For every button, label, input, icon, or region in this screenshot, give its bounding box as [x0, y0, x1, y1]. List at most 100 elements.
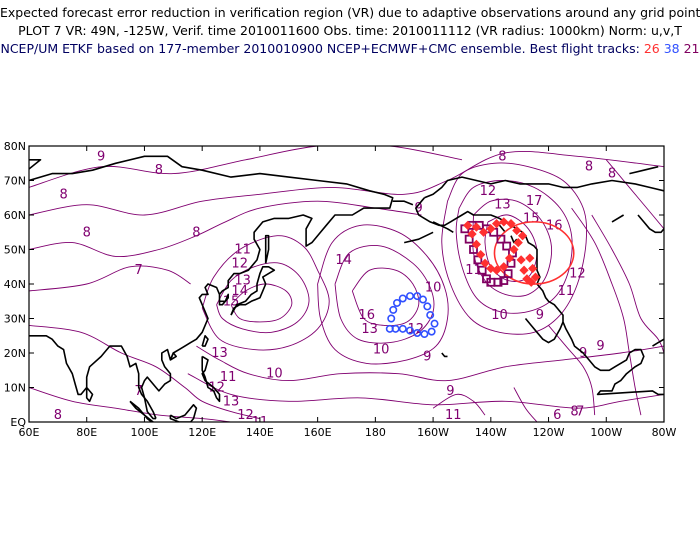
coastline — [169, 404, 198, 422]
track-point-red — [530, 272, 541, 282]
contour-label: 8 — [498, 149, 506, 164]
contour-line — [513, 387, 538, 422]
track-point-red — [476, 250, 486, 260]
contour-line — [548, 325, 596, 416]
x-tick-label: 120E — [188, 426, 216, 439]
track-point-blue — [393, 298, 402, 307]
track-point-blue — [430, 319, 439, 328]
y-tick-label: 40N — [4, 278, 26, 291]
track-point-blue — [413, 328, 422, 337]
y-tick-label: 60N — [4, 209, 26, 222]
contour-line — [201, 235, 330, 351]
track-point-red — [467, 229, 477, 239]
track-point-purple — [477, 265, 487, 275]
x-tick-label: 180 — [365, 426, 386, 439]
contour-label: 10 — [373, 343, 390, 358]
coastline — [498, 224, 506, 233]
contour-label: 13 — [223, 394, 240, 409]
track-point-blue — [405, 326, 414, 335]
y-tick-label: 20N — [4, 347, 26, 360]
coastline — [29, 335, 157, 419]
contour-label: 13 — [494, 198, 511, 213]
x-tick-label: 120W — [533, 426, 565, 439]
coastline — [415, 197, 664, 396]
coastline — [611, 214, 625, 223]
contour-label: 8 — [54, 408, 62, 423]
contour-line — [29, 387, 232, 422]
track-point-blue — [391, 324, 400, 333]
y-tick-label: EQ — [10, 416, 26, 429]
track-point-blue — [398, 294, 407, 303]
track-point-red — [504, 253, 515, 263]
contour-line — [29, 146, 463, 188]
contour-label: 15 — [523, 211, 540, 226]
track-point-purple — [493, 277, 503, 287]
coastline — [392, 200, 414, 206]
coastline — [404, 231, 434, 244]
contour-line — [29, 200, 422, 258]
contour-label: 11 — [558, 284, 575, 299]
track-point-blue — [387, 314, 396, 323]
coastline — [230, 266, 276, 316]
track-point-blue — [398, 324, 407, 333]
contour-label: 13 — [361, 322, 378, 337]
coastline-layer — [29, 155, 664, 422]
track-point-red — [480, 258, 490, 268]
coastline — [637, 214, 664, 234]
contour-label: 12 — [237, 408, 254, 423]
track-point-red — [526, 277, 536, 287]
coastline — [652, 338, 664, 347]
contour-line — [591, 214, 664, 354]
coastline — [29, 155, 394, 420]
coastline — [201, 335, 209, 347]
track-point-red — [471, 239, 482, 249]
contour-label: 10 — [425, 280, 442, 295]
track-point-purple — [496, 234, 506, 244]
track-point-blue — [418, 295, 427, 304]
coastline — [424, 176, 664, 199]
contour-label: 14 — [231, 284, 248, 299]
track-point-red — [528, 263, 538, 274]
contour-line — [29, 265, 191, 292]
contour-label: 11 — [234, 243, 251, 258]
contour-label: 12 — [231, 256, 248, 271]
title-line-2: PLOT 7 VR: 49N, -125W, Verif. time 20100… — [18, 23, 682, 38]
contour-line — [230, 283, 293, 323]
contour-label: 8 — [585, 160, 593, 175]
coastline — [85, 386, 94, 403]
contour-line — [187, 373, 664, 409]
y-tick-label: 70N — [4, 175, 26, 188]
track-point-red — [519, 265, 529, 275]
title-line-3: NCEP/UM ETKF based on 177-member 2010010… — [0, 42, 700, 56]
x-tick-label: 160E — [304, 426, 332, 439]
contour-label: 7 — [135, 384, 143, 399]
contour-label: 10 — [266, 367, 283, 382]
coastline — [201, 355, 221, 403]
contour-label: 8 — [570, 405, 578, 420]
verification-region-circle — [493, 221, 575, 285]
contour-label: 12 — [208, 381, 225, 396]
contour-label: 9 — [415, 201, 423, 216]
track-point-red — [506, 219, 516, 229]
y-tick-label: 30N — [4, 313, 26, 326]
contour-line — [29, 324, 261, 420]
contour-label: 17 — [526, 194, 543, 209]
track-point-blue — [389, 305, 398, 314]
contour-label: 10 — [491, 308, 508, 323]
y-tick-label: 10N — [4, 382, 26, 395]
contour-line — [351, 267, 420, 327]
track-point-red — [499, 262, 509, 272]
x-tick-label: 100W — [590, 426, 622, 439]
track-point-blue — [427, 327, 436, 336]
track-point-red — [499, 217, 509, 227]
contour-label: 9 — [536, 308, 544, 323]
contour-label: 11 — [465, 263, 482, 278]
contour-label: 9 — [423, 349, 431, 364]
x-tick-label: 100E — [130, 426, 158, 439]
contour-label: 6 — [553, 408, 561, 423]
track-point-blue — [405, 292, 414, 301]
contour-line — [432, 393, 486, 416]
contour-label: 8 — [59, 187, 67, 202]
ensemble-description: NCEP/UM ETKF based on 177-member 2010010… — [0, 41, 640, 56]
